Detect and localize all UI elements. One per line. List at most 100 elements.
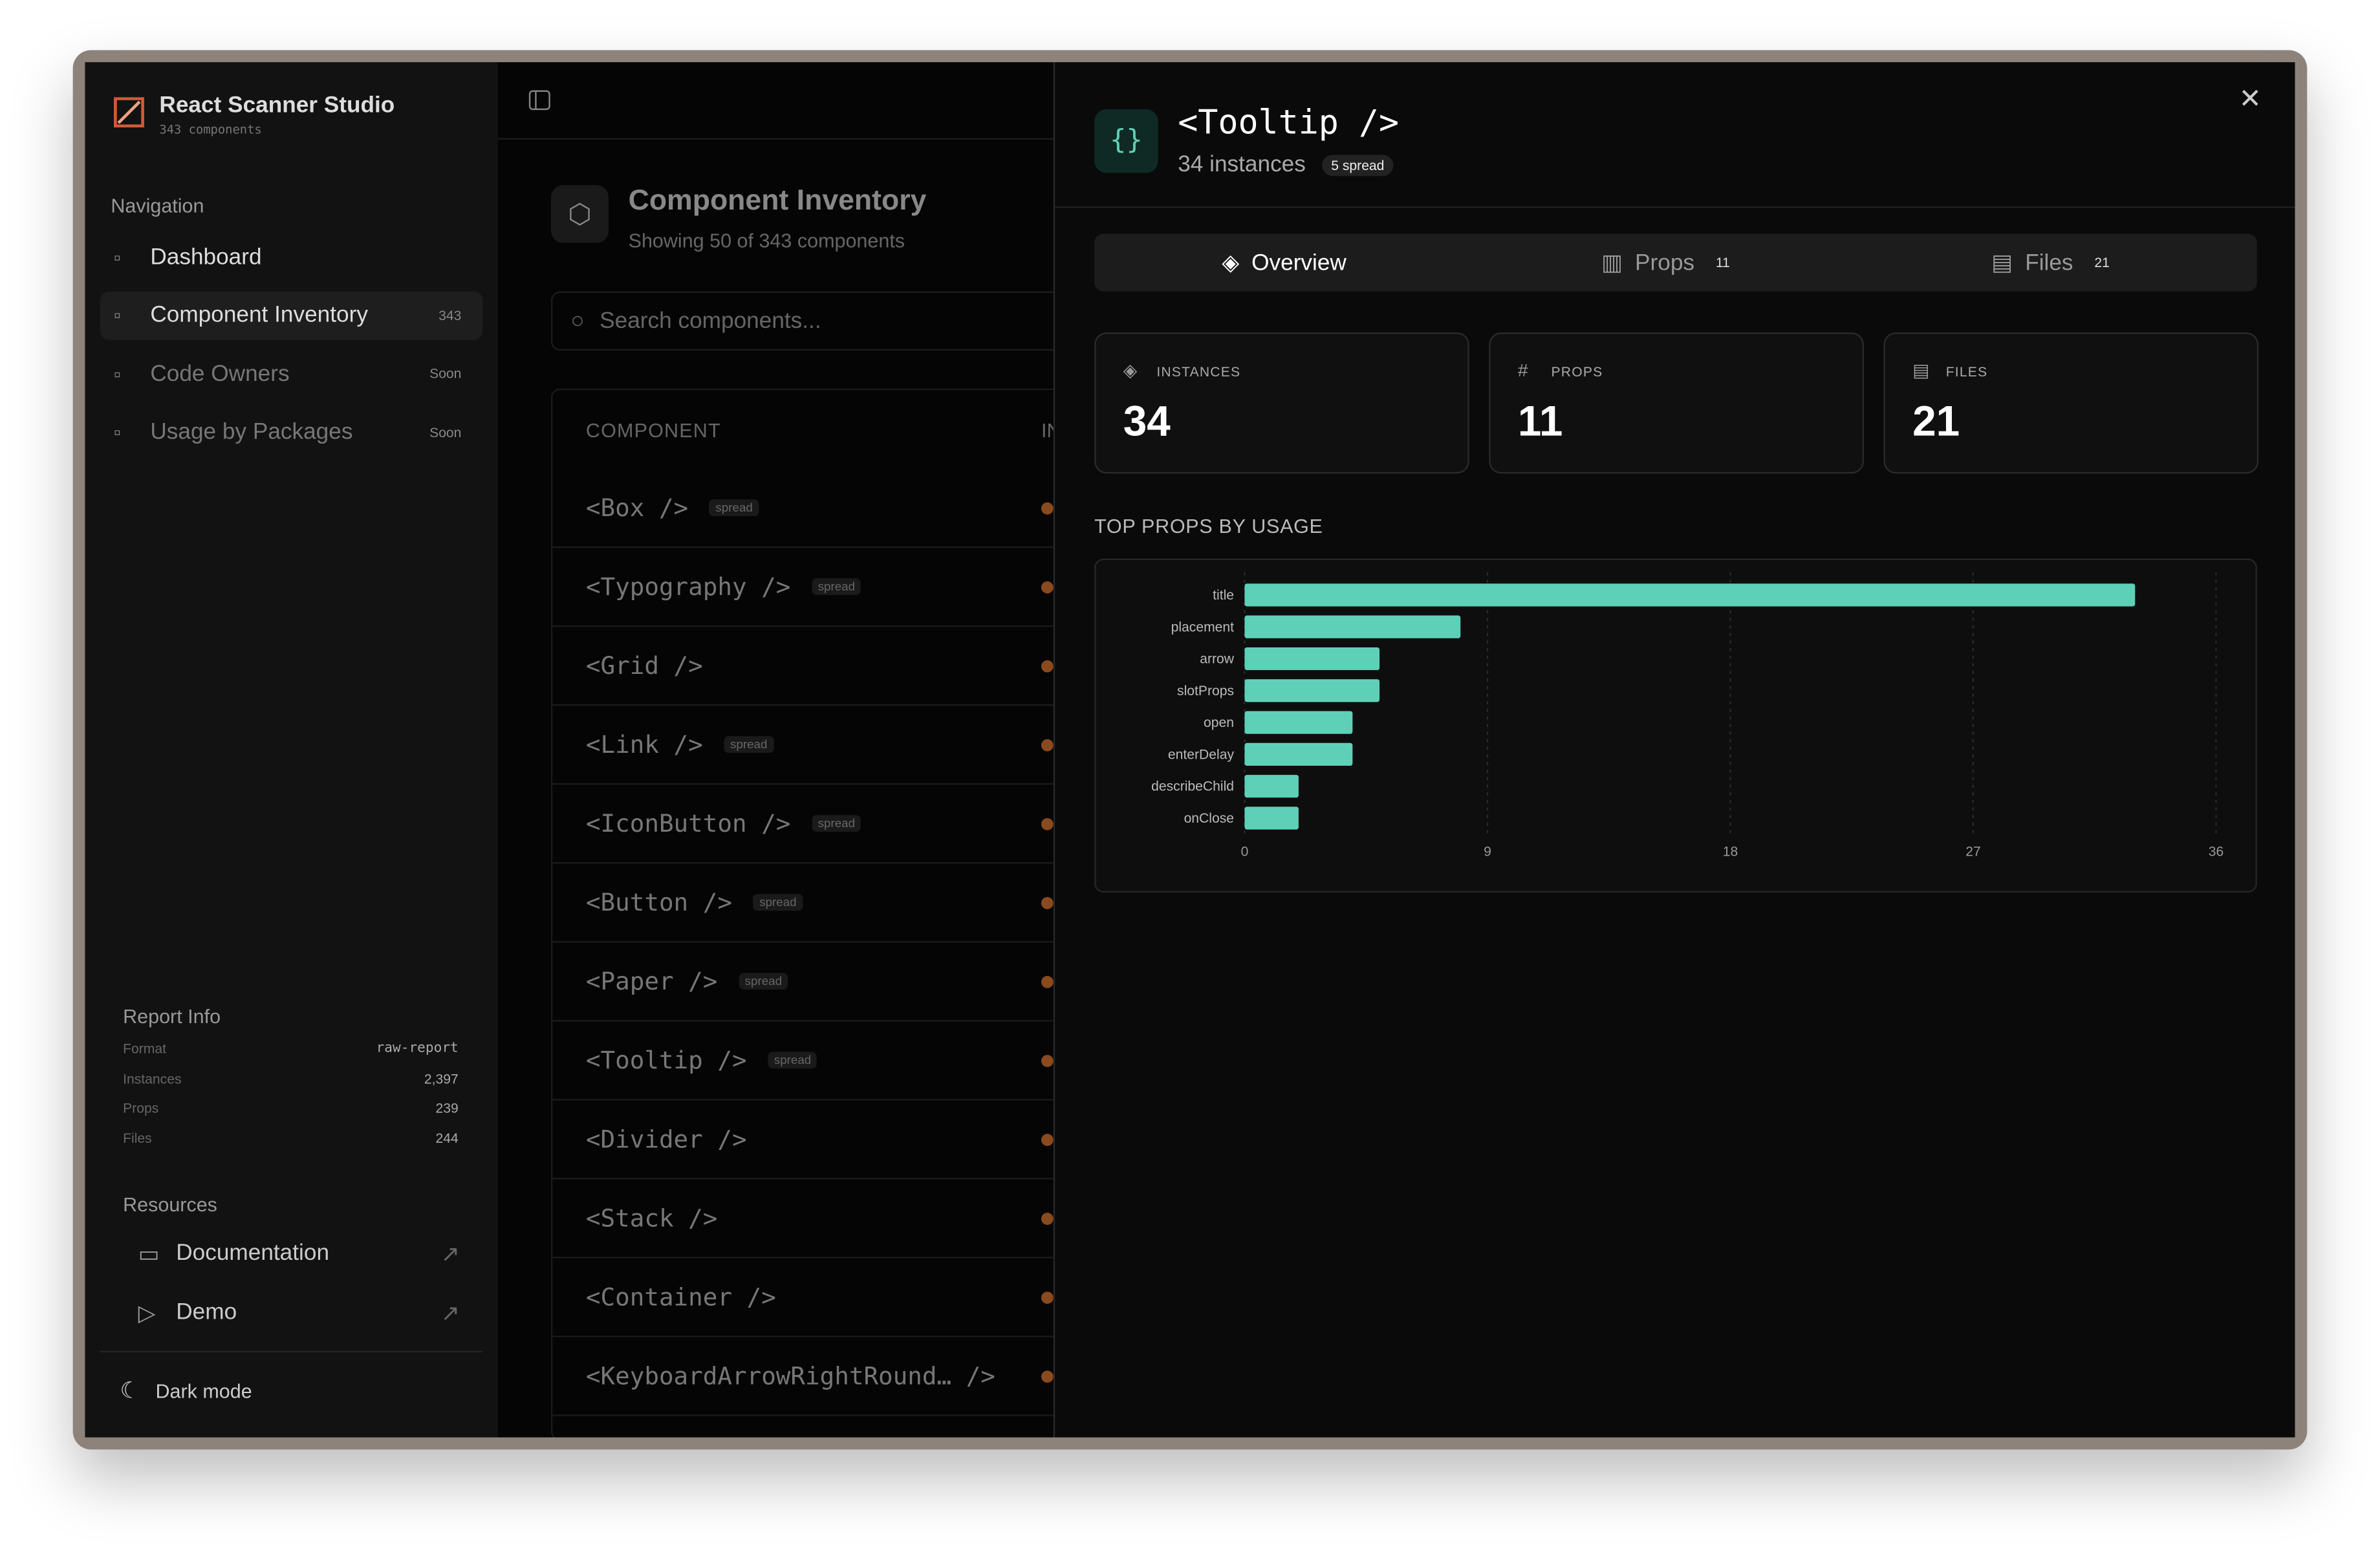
component-name: <Container /> (585, 1282, 776, 1312)
table-row[interactable]: <IconButton /> spread (552, 784, 1054, 864)
stat-value: 34 (1123, 397, 1171, 445)
column-header[interactable]: COMPONENT (585, 418, 721, 442)
table-row[interactable]: <Divider /> (552, 1101, 1054, 1180)
tab-icon: ▤ (1991, 250, 2013, 277)
y-tick-label: enterDelay (1168, 747, 1235, 762)
spread-tag: spread (709, 499, 759, 516)
column-header[interactable]: INSTANCES (1041, 418, 1054, 442)
resource-label: Documentation (176, 1240, 330, 1266)
inventory-icon: ⬡ (550, 185, 609, 243)
tab-count: 11 (1715, 255, 1730, 270)
tab-bar (1094, 233, 2257, 292)
app-name: React Scanner Studio (159, 92, 395, 119)
nav-badge: Soon (429, 424, 462, 440)
count-dot (1041, 817, 1054, 830)
tab-icon: ◈ (1222, 250, 1240, 277)
component-name: <Link /> (585, 730, 703, 759)
tab[interactable]: ▤ Files 21 (1991, 233, 2110, 291)
table-row[interactable]: <KeyboardArrowRightRound… /> (552, 1337, 1054, 1416)
nav-label: Component Inventory (150, 302, 368, 328)
inventory-subtitle: Showing 50 of 343 components (628, 229, 905, 252)
spread-tag: spread (812, 815, 861, 832)
search-box[interactable]: ○ Search components... (550, 291, 1054, 351)
stat-icon: ▤ (1912, 360, 1930, 382)
chart-heading: TOP PROPS BY USAGE (1094, 514, 1323, 537)
stat-card: ◈ INSTANCES 34 (1094, 332, 1469, 474)
nav-item[interactable]: ▫ Code Owners Soon (100, 349, 482, 398)
component-name: <Box /> (585, 493, 689, 523)
table-row[interactable]: <Paper /> spread (552, 942, 1054, 1022)
component-name: <Tooltip /> (585, 1046, 747, 1075)
bar (1244, 583, 2136, 607)
detail-instances: 34 instances (1178, 151, 1306, 178)
spread-tag: spread (753, 894, 803, 911)
table-row[interactable]: <Container /> (552, 1259, 1054, 1337)
resource-link[interactable]: ▷ Demo ↗ (138, 1299, 460, 1326)
count-dot (1041, 1132, 1054, 1145)
inventory: ⬡ Component Inventory Showing 50 of 343 … (497, 62, 1054, 1438)
spread-tag: spread (768, 1052, 817, 1069)
stat-value: 21 (1912, 397, 1960, 445)
x-tick-label: 36 (2209, 845, 2223, 860)
stat-icon: # (1517, 360, 1528, 382)
table: COMPONENT INSTANCES <Box />spread<Typogr… (550, 388, 1054, 1438)
resources-heading: Resources (123, 1193, 217, 1216)
component-name: <Grid /> (585, 651, 703, 680)
report-value: raw-report (376, 1041, 459, 1057)
stat-value: 11 (1517, 397, 1563, 445)
stat-label: PROPS (1551, 364, 1603, 380)
inventory-title: Component Inventory (628, 185, 927, 217)
nav-icon: ▫ (114, 245, 121, 268)
nav-icon: ▫ (114, 362, 121, 385)
count-dot (1041, 896, 1054, 909)
x-tick-label: 0 (1241, 845, 1249, 860)
y-tick-label: title (1213, 588, 1234, 603)
nav-item[interactable]: ▫ Dashboard (100, 232, 482, 281)
nav-item[interactable]: ▫ Component Inventory 343 (100, 290, 483, 340)
close-button[interactable]: ✕ (2238, 83, 2262, 114)
table-row[interactable]: <Box /> spread (552, 469, 1054, 548)
component-name: <IconButton /> (585, 808, 791, 838)
table-row[interactable]: <Grid /> (552, 627, 1054, 706)
y-tick-label: arrow (1200, 652, 1235, 667)
spread-tag: spread (724, 736, 774, 753)
report-value: 2,397 (424, 1071, 459, 1087)
y-tick-label: describeChild (1151, 779, 1234, 794)
nav-item[interactable]: ▫ Usage by Packages Soon (100, 407, 482, 456)
table-row[interactable]: <Tooltip /> spread (552, 1021, 1054, 1101)
chart: 0 9 18 27 36 title placement arrow slotProps open… (1094, 558, 2257, 892)
tab-label: Overview (1251, 250, 1347, 276)
y-tick-label: slotProps (1177, 684, 1234, 698)
bar (1244, 615, 1461, 638)
table-row[interactable]: <Typography /> spread (552, 548, 1054, 627)
bar (1244, 775, 1299, 798)
tab-count: 21 (2094, 255, 2110, 270)
component-icon: {} (1094, 109, 1158, 173)
bar (1244, 647, 1380, 671)
external-icon: ↗ (440, 1300, 460, 1326)
component-name: <KeyboardArrowRightRound… /> (585, 1361, 995, 1390)
spread-tag: spread (812, 578, 861, 595)
sidebar-toggle[interactable] (528, 88, 553, 113)
count-dot (1041, 580, 1054, 593)
resource-link[interactable]: ▭ Documentation ↗ (138, 1240, 460, 1267)
table-row[interactable]: <Button /> spread (552, 863, 1054, 943)
component-name: <Button /> (585, 887, 732, 917)
stat-label: INSTANCES (1156, 364, 1241, 380)
theme-label: Dark mode (155, 1379, 252, 1402)
table-row[interactable]: <Stack /> (552, 1180, 1054, 1259)
table-row[interactable]: <Link /> spread (552, 706, 1054, 785)
count-dot (1041, 1211, 1054, 1224)
tab[interactable]: ▥ Props 11 (1601, 233, 1730, 291)
stat-label: FILES (1945, 364, 1988, 380)
x-tick-label: 18 (1723, 845, 1738, 860)
count-dot (1041, 738, 1054, 751)
report-value: 244 (435, 1130, 459, 1147)
count-dot (1041, 975, 1054, 988)
nav-icon: ▫ (114, 303, 121, 327)
tab[interactable]: ◈ Overview (1222, 233, 1347, 291)
nav-heading: Navigation (111, 194, 204, 217)
theme-toggle[interactable]: ☾ Dark mode (120, 1378, 252, 1404)
stat-card: # PROPS 11 (1489, 332, 1864, 474)
